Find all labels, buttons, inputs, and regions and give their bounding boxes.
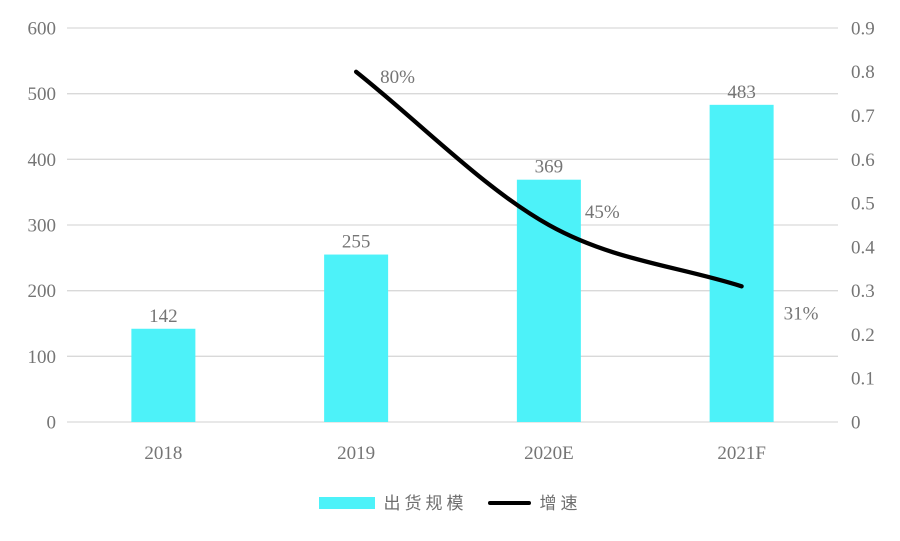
legend-swatch-bar-icon <box>318 497 375 509</box>
bar-value-label: 255 <box>342 232 371 253</box>
y-axis-left-tick-label: 200 <box>28 281 57 302</box>
y-axis-left-tick-label: 600 <box>28 18 57 39</box>
y-axis-right-tick-label: 0.5 <box>851 194 875 215</box>
line-value-label: 45% <box>585 202 620 223</box>
legend-label: 增速 <box>539 493 582 513</box>
x-axis-label-2019: 2019 <box>337 443 375 464</box>
y-axis-right-tick-label: 0.1 <box>851 369 875 390</box>
y-axis-right-tick-label: 0.9 <box>851 18 875 39</box>
line-value-label: 80% <box>380 67 415 88</box>
y-axis-right-tick-label: 0.8 <box>851 62 875 83</box>
bar-2018 <box>131 328 196 422</box>
y-axis-left-tick-label: 300 <box>28 215 57 236</box>
bar-value-label: 142 <box>149 306 178 327</box>
y-axis-left-tick-label: 400 <box>28 150 57 171</box>
legend-swatch-line-icon <box>487 501 531 505</box>
y-axis-right-tick-label: 0.2 <box>851 325 875 346</box>
bar-2021F <box>709 104 774 422</box>
bar-value-label: 483 <box>727 82 756 103</box>
x-axis-label-2018: 2018 <box>144 443 182 464</box>
bar-value-label: 369 <box>535 157 564 178</box>
y-axis-left-tick-label: 500 <box>28 84 57 105</box>
bar-2019 <box>324 254 389 422</box>
y-axis-right-tick-label: 0.6 <box>851 150 875 171</box>
legend-item-line-series: 增速 <box>487 493 582 513</box>
legend-label: 出货规模 <box>383 493 468 513</box>
y-axis-right-tick-label: 0.7 <box>851 106 875 127</box>
bar-2020E <box>516 179 581 422</box>
x-axis-label-2020E: 2020E <box>524 443 574 464</box>
legend-item-bar-series: 出货规模 <box>318 493 468 513</box>
y-axis-left-tick-label: 100 <box>28 347 57 368</box>
y-axis-left-tick-label: 0 <box>47 412 57 433</box>
y-axis-right-tick-label: 0.3 <box>851 281 875 302</box>
growth-rate-line <box>353 69 744 289</box>
plot-area: 0 100 200 300 400 500 600 0 0.1 0.2 0.3 0.4 0.5 0.6 0.… <box>28 18 876 464</box>
x-axis-label-2021F: 2021F <box>717 443 766 464</box>
legend: 出货规模 增速 <box>0 489 900 517</box>
line-value-label: 31% <box>784 303 819 324</box>
y-axis-right-tick-label: 0.4 <box>851 237 875 258</box>
y-axis-right-tick-label: 0 <box>851 412 861 433</box>
